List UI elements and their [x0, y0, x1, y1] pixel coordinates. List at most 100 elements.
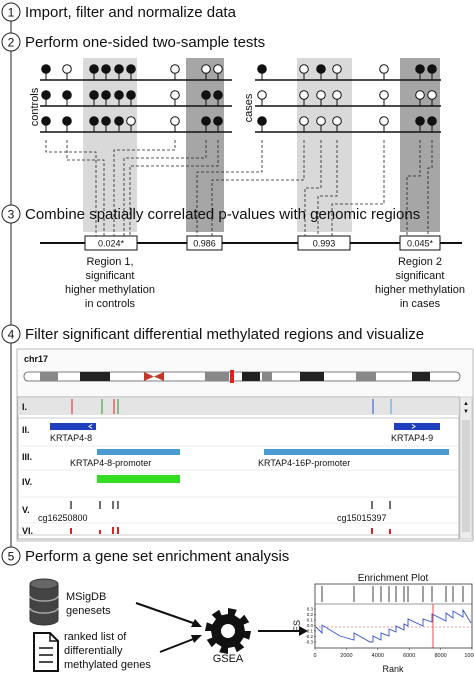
- unmethylated-cpg: [170, 90, 180, 100]
- step-4: 4 Filter significant differential methyl…: [1, 324, 424, 344]
- cpg-cg15015397-label: cg15015397: [337, 513, 387, 523]
- methylated-cpg: [89, 90, 99, 100]
- scroll-up-button[interactable]: ▲: [463, 401, 469, 407]
- cpg-projection-lines: [45, 140, 433, 236]
- cpg-projection-line: [427, 140, 433, 236]
- scrollbar-thumb[interactable]: [462, 420, 470, 532]
- unmethylated-cpg: [332, 64, 342, 74]
- dmr-region-bar[interactable]: [97, 475, 180, 483]
- methylated-cpg: [101, 116, 111, 126]
- gene-krtap4-9-label: KRTAP4-9: [391, 433, 433, 443]
- region-4-label-line-2: significant: [396, 270, 445, 282]
- chromosome-ideogram[interactable]: [23, 370, 461, 383]
- step-1-title: Import, filter and normalize data: [25, 4, 237, 21]
- methylated-cpg: [114, 64, 124, 74]
- unmethylated-cpg: [316, 116, 326, 126]
- region-1-box: [84, 235, 138, 251]
- methylated-cpg: [62, 90, 72, 100]
- region-1-description: Region 1, significant higher methylation…: [65, 256, 155, 310]
- cpg-projection-line: [304, 140, 322, 236]
- promoter-krtap4-8-bar[interactable]: [97, 449, 180, 455]
- cpg-projection-line: [45, 140, 97, 236]
- region-1-pvalue: 0.024*: [98, 239, 125, 249]
- scroll-down-button[interactable]: ▼: [463, 409, 469, 415]
- es-tick-label: 0.2: [307, 612, 314, 617]
- step-1-number-circle: [1, 2, 21, 22]
- region-4-pvalue: 0.045*: [407, 239, 434, 249]
- enrichment-plot-frame: [314, 583, 473, 649]
- methylated-cpg: [114, 116, 124, 126]
- unmethylated-cpg: [379, 116, 389, 126]
- methylated-cpg: [213, 116, 223, 126]
- step-1-number: 1: [8, 6, 15, 20]
- es-tick-label: 0.0: [307, 623, 314, 628]
- cpg-projection-line: [331, 140, 385, 236]
- es-tick-label: 0.1: [307, 618, 314, 623]
- step-5-title: Perform a gene set enrichment analysis: [25, 548, 289, 565]
- gene-hit-ticks: [321, 586, 464, 602]
- gear-hole: [221, 624, 235, 638]
- methylated-cpg: [126, 90, 136, 100]
- promoter-krtap4-16p-bar[interactable]: [264, 449, 449, 455]
- region-1-band: [83, 58, 137, 232]
- region-1-label-line-2: significant: [86, 270, 135, 282]
- region-1-label-line-3: higher methylation: [65, 284, 155, 296]
- methylated-cpg: [89, 64, 99, 74]
- ranked-list-line-3: methylated genes: [64, 659, 151, 671]
- enrichment-plot-title: Enrichment Plot: [358, 573, 429, 584]
- region-4-label-line-4: in cases: [400, 298, 441, 310]
- unmethylated-cpg: [257, 90, 267, 100]
- cpg-cg16250800-label: cg16250800: [38, 513, 88, 523]
- region-4-label-line-3: higher methylation: [375, 284, 465, 296]
- gear-icon: [205, 608, 251, 654]
- unmethylated-cpg: [201, 64, 211, 74]
- cases-label: cases: [243, 93, 255, 122]
- step-3: 3 Combine spatially correlated p-values …: [1, 204, 420, 224]
- rank-tick-label: 8000: [434, 653, 446, 659]
- methylated-cpg: [114, 90, 124, 100]
- controls-label: controls: [29, 87, 41, 126]
- enrichment-plot: Enrichment Plot 0.30.20.10.0-0.1-0.2-0.3…: [292, 573, 474, 674]
- cpg-projection-line: [113, 140, 176, 236]
- track-i-label: I.: [22, 402, 27, 412]
- signal-bar: [112, 527, 114, 534]
- methylated-cpg: [257, 64, 267, 74]
- region-1-label-line-1: Region 1,: [86, 256, 133, 268]
- methylated-cpg: [101, 64, 111, 74]
- unmethylated-cpg: [332, 90, 342, 100]
- unmethylated-cpg: [299, 64, 309, 74]
- rank-tick-label: 10000: [464, 653, 474, 659]
- msigdb-label-line-1: MSigDB: [66, 591, 106, 603]
- signal-bar: [389, 529, 391, 534]
- cpg-projection-line: [129, 140, 219, 236]
- gsea-label: GSEA: [213, 653, 244, 665]
- gene-krtap4-8-label: KRTAP4-8: [50, 433, 92, 443]
- ideogram-band: [242, 372, 260, 381]
- methylated-cpg: [41, 90, 51, 100]
- region-3-pvalue: 0.993: [313, 239, 336, 249]
- step-3-title: Combine spatially correlated p-values wi…: [25, 206, 420, 223]
- methylated-cpg: [415, 64, 425, 74]
- gene-krtap4-9-model[interactable]: [394, 423, 440, 430]
- step-5-number-circle: [1, 546, 21, 566]
- track-vi-label: VI.: [22, 526, 33, 536]
- methylated-cpg: [101, 90, 111, 100]
- methylated-cpg: [41, 64, 51, 74]
- step-2-title: Perform one-sided two-sample tests: [25, 34, 265, 51]
- cpg-projection-line: [406, 140, 421, 236]
- methylated-cpg: [126, 64, 136, 74]
- rank-tick-label: 2000: [340, 653, 352, 659]
- rank-axis-ticks: 0 2000 4000 6000 8000 10000: [313, 648, 474, 659]
- unmethylated-cpg: [170, 64, 180, 74]
- es-tick-label: -0.3: [305, 640, 313, 645]
- methylated-cpg: [427, 64, 437, 74]
- methylated-cpg: [201, 90, 211, 100]
- step-3-number: 3: [8, 208, 15, 222]
- gene-krtap4-8-model[interactable]: [50, 423, 96, 430]
- step-5-number: 5: [8, 550, 15, 564]
- methylated-cpg: [89, 116, 99, 126]
- unmethylated-cpg: [213, 64, 223, 74]
- step-1: 1 Import, filter and normalize data: [1, 2, 237, 22]
- cpg-projection-line: [317, 140, 338, 236]
- track-iv-label: IV.: [22, 477, 32, 487]
